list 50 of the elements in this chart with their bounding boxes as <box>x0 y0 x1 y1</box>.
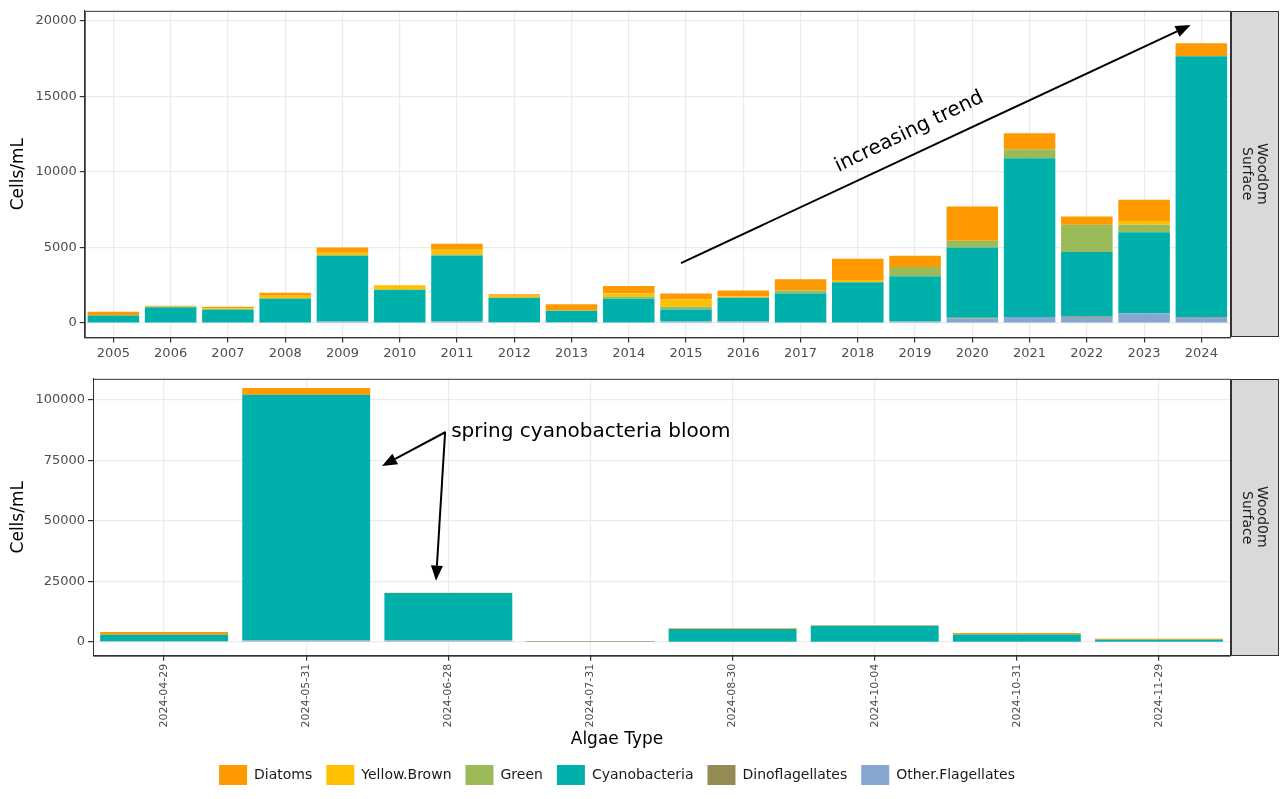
x-tick-label: 2006 <box>154 344 188 360</box>
y-tick-label: 75000 <box>43 451 86 467</box>
x-tick-label: 2008 <box>268 344 302 360</box>
legend-label: Green <box>500 765 543 782</box>
legend-label: Yellow.Brown <box>360 765 452 782</box>
x-tick-label: 2011 <box>440 344 474 360</box>
y-tick-label: 25000 <box>43 572 86 588</box>
x-tick-label: 2017 <box>783 344 818 360</box>
legend-label: Dinoflagellates <box>742 765 848 782</box>
y-axis-title: Cells/mL <box>6 137 27 211</box>
x-tick-label: 2024-04-29 <box>156 663 170 728</box>
x-tick-label: 2015 <box>669 344 703 360</box>
legend-label: Diatoms <box>254 765 313 782</box>
x-tick-label: 2012 <box>497 344 531 360</box>
x-tick-label: 2022 <box>1070 344 1104 360</box>
x-tick-label: 2016 <box>726 344 760 360</box>
x-tick-label: 2024-08-30 <box>725 663 739 728</box>
x-tick-label: 2019 <box>898 344 932 360</box>
x-tick-label: 2010 <box>383 344 417 360</box>
x-tick-label: 2007 <box>211 344 245 360</box>
facet-strip: Wood0m Surface <box>1231 10 1279 338</box>
y-axis-title: Cells/mL <box>6 480 27 554</box>
x-tick-label: 2020 <box>955 344 989 360</box>
x-tick-label: 2014 <box>612 344 646 360</box>
y-tick-label: 0 <box>68 314 77 330</box>
legend-label: Cyanobacteria <box>591 765 694 782</box>
x-tick-label: 2018 <box>841 344 875 360</box>
legend-title: Algae Type <box>570 727 664 748</box>
x-tick-label: 2009 <box>325 344 359 360</box>
legend-label: Other.Flagellates <box>896 765 1015 782</box>
y-tick-label: 20000 <box>35 12 77 27</box>
facet-strip: Wood0m Surface <box>1231 378 1279 656</box>
x-tick-label: 2013 <box>554 344 589 360</box>
x-tick-label: 2021 <box>1013 344 1047 360</box>
y-tick-label: 10000 <box>35 163 77 179</box>
y-tick-label: 5000 <box>43 238 77 254</box>
y-tick-label: 50000 <box>43 512 86 528</box>
x-tick-label: 2005 <box>96 344 130 360</box>
x-tick-label: 2024 <box>1184 344 1218 360</box>
x-tick-label: 2024-07-31 <box>583 663 597 728</box>
x-tick-label: 2023 <box>1127 344 1161 360</box>
x-tick-label: 2024-10-31 <box>1009 663 1023 728</box>
y-tick-label: 15000 <box>35 87 77 103</box>
y-tick-label: 100000 <box>35 391 86 407</box>
x-tick-label: 2024-11-29 <box>1151 663 1165 728</box>
x-tick-label: 2024-10-04 <box>867 663 881 728</box>
y-tick-label: 0 <box>76 633 86 649</box>
x-tick-label: 2024-06-28 <box>441 663 455 728</box>
x-tick-label: 2024-05-31 <box>299 663 313 728</box>
annotation: spring cyanobacteria bloom <box>451 417 731 442</box>
